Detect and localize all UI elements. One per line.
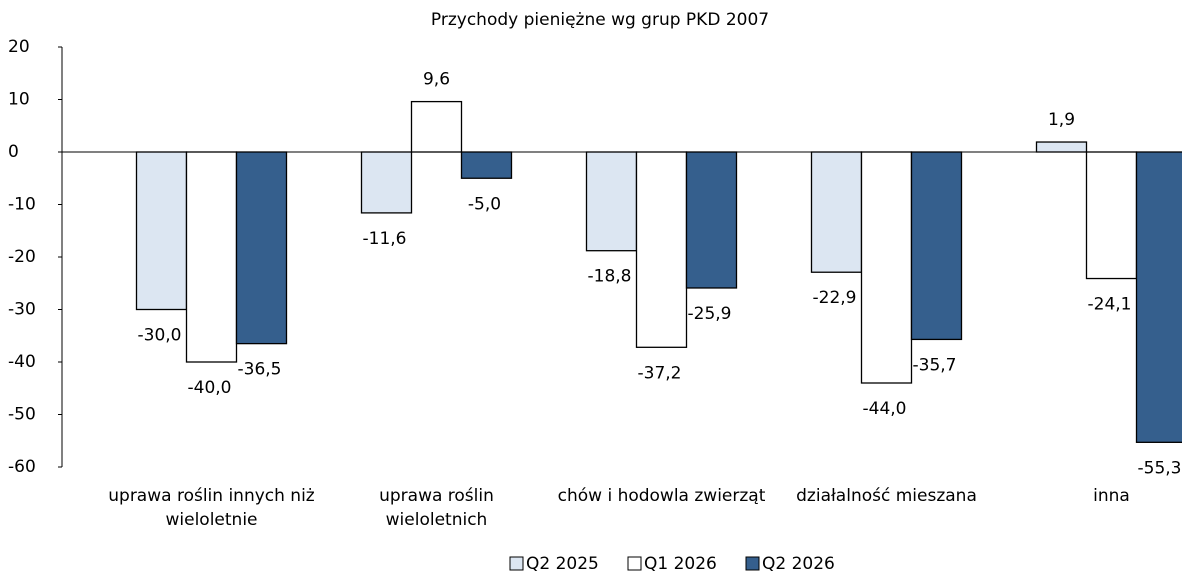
legend-label: Q2 2026 (762, 554, 835, 574)
x-tick-label: chów i hodowla zwierząt (557, 486, 766, 506)
data-label: -25,9 (688, 304, 732, 324)
data-label: -44,0 (863, 399, 907, 419)
data-label: -37,2 (638, 363, 682, 383)
bar (910, 151, 963, 341)
data-label: -35,7 (913, 355, 957, 375)
data-label: -11,6 (363, 229, 407, 249)
legend-label: Q1 2026 (644, 554, 717, 574)
data-label: -40,0 (188, 378, 232, 398)
bar (860, 151, 913, 384)
legend-label: Q2 2025 (526, 554, 599, 574)
bar (1035, 141, 1088, 153)
y-tick-label: 20 (8, 37, 30, 57)
legend-swatch (509, 556, 524, 571)
data-label: -5,0 (468, 194, 501, 214)
y-tick-label: -30 (8, 300, 36, 320)
data-label: 1,9 (1048, 110, 1075, 130)
bar (585, 151, 638, 252)
bar (1135, 151, 1182, 443)
bar (360, 151, 413, 214)
x-tick-label: uprawa roślin innych niż wieloletnie (108, 486, 315, 530)
bar (1085, 151, 1138, 280)
bar (810, 151, 863, 273)
y-tick-label: 10 (8, 90, 30, 110)
bar (235, 151, 288, 345)
data-label: 9,6 (423, 70, 450, 90)
bar (460, 151, 513, 179)
bar (410, 100, 463, 153)
y-tick-label: -50 (8, 405, 36, 425)
bar (685, 151, 738, 289)
bar (635, 151, 688, 348)
data-label: -22,9 (813, 288, 857, 308)
bar (135, 151, 188, 311)
data-label: -55,3 (1138, 458, 1182, 478)
y-tick-label: 0 (8, 142, 19, 162)
x-tick-label: inna (1093, 486, 1130, 506)
y-tick-label: -10 (8, 195, 36, 215)
legend-swatch (627, 556, 642, 571)
y-tick-label: -40 (8, 352, 36, 372)
y-tick-label: -20 (8, 247, 36, 267)
bar (185, 151, 238, 363)
data-label: -24,1 (1088, 295, 1132, 315)
chart-title: Przychody pieniężne wg grup PKD 2007 (431, 10, 769, 30)
data-label: -30,0 (138, 326, 182, 346)
legend-swatch (745, 556, 760, 571)
data-label: -18,8 (588, 267, 632, 287)
y-tick-label: -60 (8, 457, 36, 477)
x-tick-label: uprawa roślin wieloletnich (379, 486, 494, 530)
x-tick-label: działalność mieszana (796, 486, 977, 506)
data-label: -36,5 (238, 360, 282, 380)
